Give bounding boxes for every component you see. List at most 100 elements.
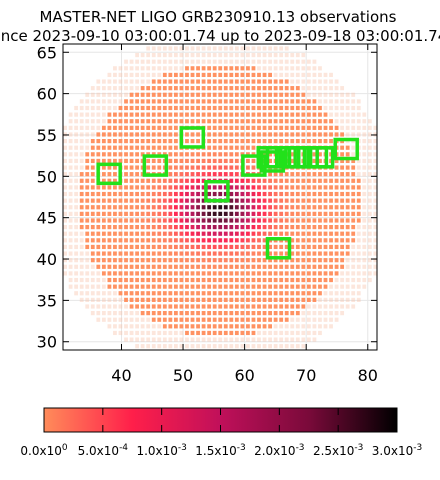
- heatmap-cell: [190, 52, 195, 58]
- heatmap-cell: [246, 271, 250, 276]
- heatmap-cell: [240, 132, 245, 137]
- heatmap-cell: [74, 158, 79, 164]
- heatmap-cell: [340, 125, 345, 130]
- heatmap-cell: [340, 145, 345, 150]
- heatmap-cell: [74, 277, 79, 283]
- heatmap-cell: [168, 185, 173, 190]
- heatmap-cell: [207, 92, 212, 97]
- heatmap-cell: [246, 138, 250, 144]
- heatmap-cell: [223, 191, 228, 197]
- heatmap-cell: [351, 158, 356, 164]
- heatmap-cell: [79, 112, 84, 117]
- heatmap-cell: [312, 258, 317, 263]
- heatmap-cell: [290, 138, 295, 144]
- heatmap-cell: [135, 99, 140, 104]
- heatmap-cell: [306, 185, 311, 190]
- heatmap-cell: [345, 238, 350, 243]
- heatmap-cell: [151, 52, 156, 58]
- heatmap-cell: [151, 125, 156, 130]
- heatmap-cell: [157, 337, 162, 342]
- heatmap-cell: [301, 264, 306, 269]
- heatmap-cell: [240, 112, 245, 117]
- heatmap-cell: [101, 198, 106, 203]
- heatmap-cell: [124, 238, 128, 243]
- heatmap-cell: [179, 112, 184, 117]
- heatmap-cell: [124, 258, 128, 263]
- heatmap-cell: [290, 198, 295, 203]
- heatmap-cell: [273, 297, 278, 302]
- heatmap-cell: [301, 178, 306, 183]
- heatmap-cell: [135, 138, 140, 144]
- heatmap-cell: [173, 92, 178, 97]
- heatmap-cell: [284, 317, 289, 322]
- heatmap-cell: [301, 337, 306, 342]
- heatmap-cell: [229, 330, 234, 336]
- heatmap-cell: [113, 86, 117, 91]
- heatmap-cell: [301, 311, 306, 316]
- heatmap-cell: [85, 277, 90, 283]
- heatmap-cell: [68, 251, 73, 256]
- heatmap-cell: [284, 46, 289, 51]
- heatmap-cell: [201, 231, 206, 236]
- heatmap-cell: [262, 52, 267, 58]
- heatmap-cell: [218, 337, 223, 342]
- heatmap-cell: [212, 231, 217, 236]
- heatmap-cell: [279, 99, 284, 104]
- heatmap-cell: [68, 138, 73, 144]
- heatmap-cell: [212, 99, 217, 104]
- heatmap-cell: [63, 218, 67, 223]
- observation-field-box: [265, 237, 292, 260]
- heatmap-cell: [251, 291, 256, 296]
- heatmap-cell: [157, 158, 162, 164]
- heatmap-cell: [212, 138, 217, 144]
- heatmap-cell: [157, 297, 162, 302]
- heatmap-cell: [284, 264, 289, 269]
- heatmap-cell: [295, 191, 300, 197]
- heatmap-cell: [279, 72, 284, 78]
- heatmap-cell: [351, 205, 356, 210]
- heatmap-cell: [118, 152, 123, 157]
- heatmap-cell: [90, 238, 95, 243]
- heatmap-cell: [157, 105, 162, 111]
- heatmap-cell: [284, 205, 289, 210]
- heatmap-cell: [113, 304, 117, 309]
- heatmap-cell: [63, 225, 67, 230]
- heatmap-cell: [190, 86, 195, 91]
- heatmap-cell: [279, 205, 284, 210]
- heatmap-cell: [101, 211, 106, 216]
- heatmap-cell: [146, 330, 151, 336]
- heatmap-cell: [85, 152, 90, 157]
- heatmap-cell: [262, 198, 267, 203]
- heatmap-cell: [279, 271, 284, 276]
- heatmap-cell: [312, 277, 317, 283]
- heatmap-cell: [107, 191, 112, 197]
- heatmap-cell: [234, 324, 239, 329]
- heatmap-cell: [179, 191, 184, 197]
- heatmap-cell: [273, 258, 278, 263]
- heatmap-cell: [74, 145, 79, 150]
- heatmap-cell: [185, 330, 189, 336]
- heatmap-cell: [268, 244, 272, 250]
- heatmap-cell: [356, 125, 361, 130]
- heatmap-cell: [240, 258, 245, 263]
- heatmap-cell: [246, 330, 250, 336]
- heatmap-cell: [185, 218, 189, 223]
- heatmap-cell: [268, 324, 272, 329]
- heatmap-cell: [135, 337, 140, 342]
- heatmap-cell: [118, 258, 123, 263]
- heatmap-cell: [257, 337, 261, 342]
- heatmap-cell: [329, 324, 333, 329]
- heatmap-cell: [135, 185, 140, 190]
- heatmap-cell: [223, 264, 228, 269]
- heatmap-cell: [312, 172, 317, 177]
- heatmap-cell: [251, 185, 256, 190]
- heatmap-cell: [273, 59, 278, 64]
- heatmap-cell: [207, 251, 212, 256]
- heatmap-cell: [151, 238, 156, 243]
- heatmap-cell: [68, 238, 73, 243]
- heatmap-cell: [185, 59, 189, 64]
- heatmap-cell: [268, 112, 272, 117]
- heatmap-cell: [356, 284, 361, 289]
- heatmap-cell: [340, 132, 345, 137]
- heatmap-cell: [246, 258, 250, 263]
